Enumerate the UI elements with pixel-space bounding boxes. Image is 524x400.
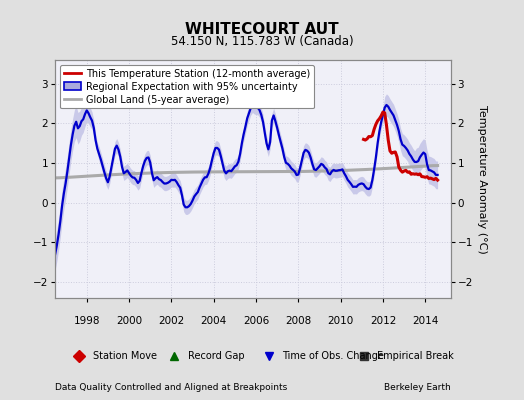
- Text: Empirical Break: Empirical Break: [377, 351, 454, 361]
- Text: 2008: 2008: [285, 316, 311, 326]
- Text: 2006: 2006: [243, 316, 269, 326]
- Text: 2004: 2004: [201, 316, 227, 326]
- Text: 54.150 N, 115.783 W (Canada): 54.150 N, 115.783 W (Canada): [171, 36, 353, 48]
- Text: 2000: 2000: [116, 316, 142, 326]
- Legend: This Temperature Station (12-month average), Regional Expectation with 95% uncer: This Temperature Station (12-month avera…: [60, 65, 314, 108]
- Text: 2010: 2010: [328, 316, 354, 326]
- Y-axis label: Temperature Anomaly (°C): Temperature Anomaly (°C): [477, 105, 487, 253]
- Text: 2012: 2012: [370, 316, 396, 326]
- Text: WHITECOURT AUT: WHITECOURT AUT: [185, 22, 339, 38]
- Text: 2002: 2002: [158, 316, 184, 326]
- Text: 1998: 1998: [73, 316, 100, 326]
- Text: Record Gap: Record Gap: [188, 351, 244, 361]
- Text: Station Move: Station Move: [93, 351, 157, 361]
- Text: Data Quality Controlled and Aligned at Breakpoints: Data Quality Controlled and Aligned at B…: [55, 383, 287, 392]
- Text: Berkeley Earth: Berkeley Earth: [384, 383, 451, 392]
- Text: Time of Obs. Change: Time of Obs. Change: [282, 351, 385, 361]
- Text: 2014: 2014: [412, 316, 439, 326]
